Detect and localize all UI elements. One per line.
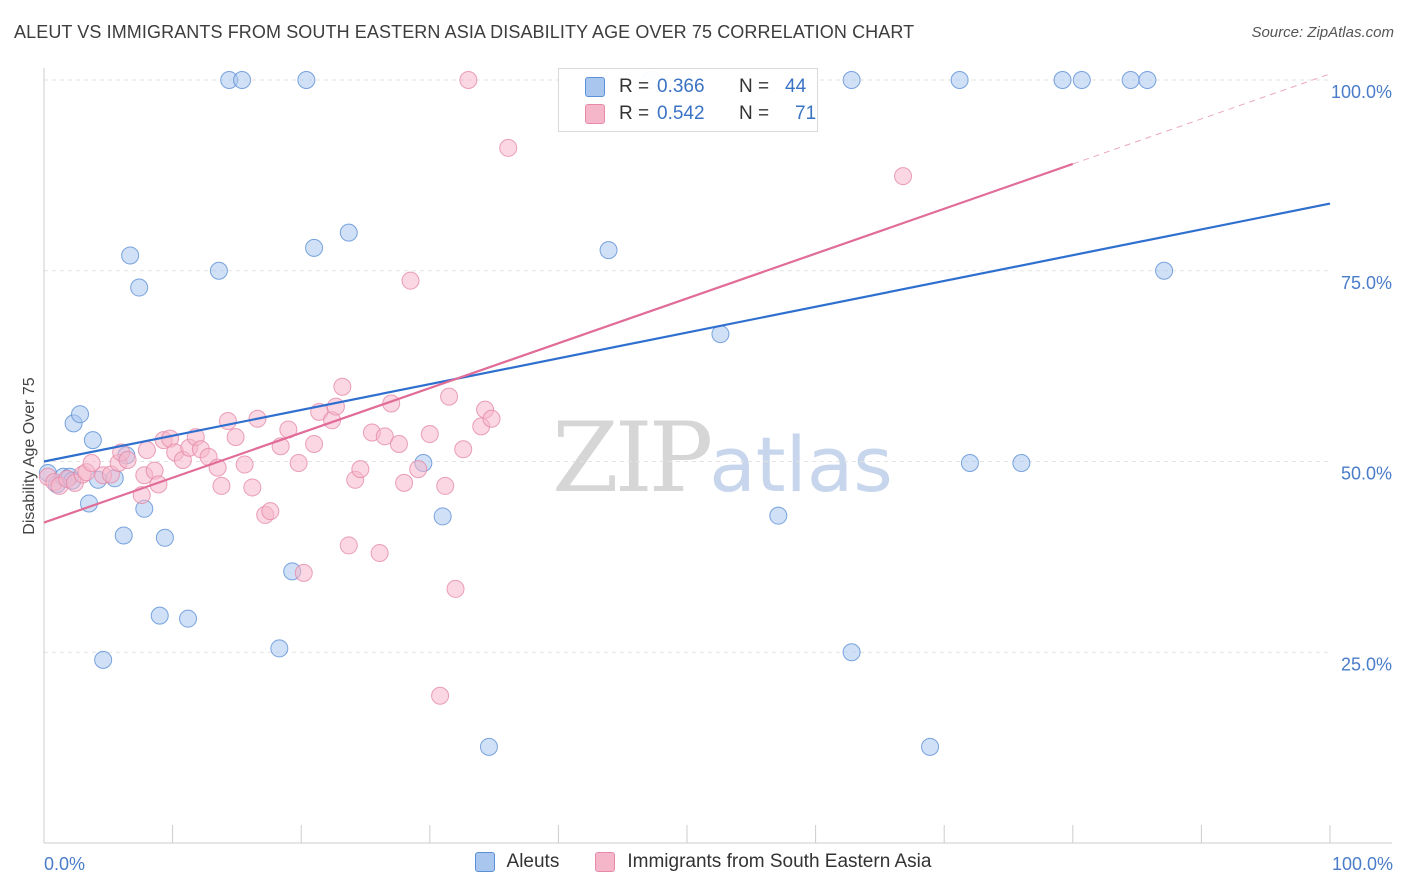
aleuts-point bbox=[155, 528, 174, 547]
aleuts-point bbox=[94, 650, 113, 669]
series-label-aleuts: Aleuts bbox=[506, 851, 560, 872]
immigrants-point bbox=[894, 167, 913, 186]
y-tick-label: 50.0% bbox=[1341, 464, 1392, 484]
aleuts-point bbox=[921, 737, 940, 756]
aleuts-point bbox=[209, 261, 228, 280]
immigrants-point bbox=[454, 440, 473, 459]
immigrants-point bbox=[370, 544, 389, 563]
aleuts-point bbox=[83, 431, 102, 450]
immigrants-point bbox=[261, 502, 280, 521]
x-tick-label: 100.0% bbox=[1332, 854, 1393, 874]
immigrants-point bbox=[305, 434, 324, 453]
y-tick-label: 25.0% bbox=[1341, 654, 1392, 674]
y-tick-label: 100.0% bbox=[1331, 82, 1392, 102]
series-swatch-aleuts bbox=[474, 852, 495, 872]
aleuts-point bbox=[130, 278, 149, 297]
immigrants-point bbox=[294, 563, 313, 582]
watermark: ZIPatlas bbox=[552, 402, 893, 514]
y-axis-label: Disability Age Over 75 bbox=[21, 377, 38, 535]
legend-r-label: R = bbox=[619, 103, 650, 124]
aleuts-point bbox=[339, 223, 358, 242]
aleuts-point bbox=[233, 71, 252, 89]
legend-n-label: N = bbox=[739, 76, 770, 97]
aleuts-point bbox=[1012, 454, 1031, 473]
x-tick-label: 0.0% bbox=[44, 854, 85, 874]
aleuts-point bbox=[960, 454, 979, 473]
aleuts-point bbox=[1053, 71, 1072, 89]
immigrants-point bbox=[326, 397, 345, 416]
legend-row-immigrants: R = 0.542 N = 71 bbox=[585, 100, 816, 128]
immigrants-point bbox=[137, 441, 156, 460]
immigrants-point bbox=[401, 271, 420, 290]
aleuts-point bbox=[297, 71, 316, 89]
legend-n-value: 71 bbox=[795, 103, 817, 124]
aleuts-point bbox=[270, 639, 289, 658]
immigrants-point bbox=[118, 450, 137, 469]
aleuts-point bbox=[1155, 261, 1174, 280]
immigrants-point bbox=[395, 473, 414, 492]
series-swatch-immigrants bbox=[595, 852, 616, 872]
aleuts-point bbox=[179, 609, 198, 628]
legend-r-value: 0.542 bbox=[657, 103, 705, 124]
legend-row-aleuts: R = 0.366 N = 44 bbox=[585, 73, 806, 101]
immigrants-point bbox=[440, 387, 459, 406]
series-legend: Aleuts Immigrants from South Eastern Asi… bbox=[0, 851, 1406, 873]
aleuts-point bbox=[114, 526, 133, 545]
aleuts-point bbox=[479, 737, 498, 756]
immigrants-point bbox=[375, 427, 394, 446]
immigrants-point bbox=[459, 71, 478, 89]
aleuts-point bbox=[1138, 71, 1157, 89]
aleuts-point bbox=[599, 241, 618, 260]
immigrants-point bbox=[446, 579, 465, 598]
series-label-immigrants: Immigrants from South Eastern Asia bbox=[627, 851, 932, 872]
legend-r-label: R = bbox=[619, 76, 650, 97]
immigrants-point bbox=[409, 460, 428, 479]
series-legend-aleuts: Aleuts bbox=[474, 851, 560, 873]
immigrants-point bbox=[339, 536, 358, 555]
legend-n-label: N = bbox=[739, 103, 770, 124]
legend-n-value: 44 bbox=[785, 76, 807, 97]
y-tick-label: 75.0% bbox=[1341, 273, 1392, 293]
immigrants-point bbox=[218, 412, 237, 431]
immigrants-point bbox=[212, 476, 231, 495]
immigrants-point bbox=[82, 454, 101, 473]
aleuts-trend-line bbox=[43, 202, 1331, 463]
legend-r-value: 0.366 bbox=[657, 76, 705, 97]
aleuts-point bbox=[121, 246, 140, 265]
aleuts-point bbox=[950, 71, 969, 89]
immigrants-trend-extension bbox=[1072, 73, 1331, 165]
immigrants-point bbox=[420, 425, 439, 444]
immigrants-point bbox=[226, 428, 245, 447]
aleuts-point bbox=[150, 606, 169, 625]
legend-swatch-immigrants bbox=[585, 104, 605, 124]
watermark-atlas: atlas bbox=[709, 420, 893, 509]
aleuts-point bbox=[842, 71, 861, 89]
aleuts-point bbox=[769, 506, 788, 525]
series-legend-immigrants: Immigrants from South Eastern Asia bbox=[595, 851, 931, 873]
legend-swatch-aleuts bbox=[585, 77, 605, 97]
aleuts-point bbox=[842, 643, 861, 662]
source-credit: Source: ZipAtlas.com bbox=[1251, 24, 1394, 41]
aleuts-point bbox=[1072, 71, 1091, 89]
aleuts-point bbox=[305, 238, 324, 257]
immigrants-point bbox=[351, 460, 370, 479]
immigrants-trend-line bbox=[43, 162, 1074, 524]
immigrants-point bbox=[333, 377, 352, 396]
immigrants-point bbox=[243, 478, 262, 497]
immigrants-point bbox=[389, 434, 408, 453]
immigrants-point bbox=[289, 454, 308, 473]
watermark-zip: ZIP bbox=[552, 402, 713, 514]
aleuts-point bbox=[433, 507, 452, 526]
immigrants-point bbox=[436, 476, 455, 495]
aleuts-point bbox=[71, 405, 90, 424]
correlation-legend: R = 0.366 N = 44 R = 0.542 N = 71 bbox=[558, 68, 818, 132]
immigrants-point bbox=[235, 455, 254, 474]
immigrants-point bbox=[499, 138, 518, 157]
aleuts-point bbox=[1121, 71, 1140, 89]
immigrants-point bbox=[482, 409, 501, 428]
chart-title: ALEUT VS IMMIGRANTS FROM SOUTH EASTERN A… bbox=[14, 22, 915, 42]
immigrants-point bbox=[431, 686, 450, 705]
